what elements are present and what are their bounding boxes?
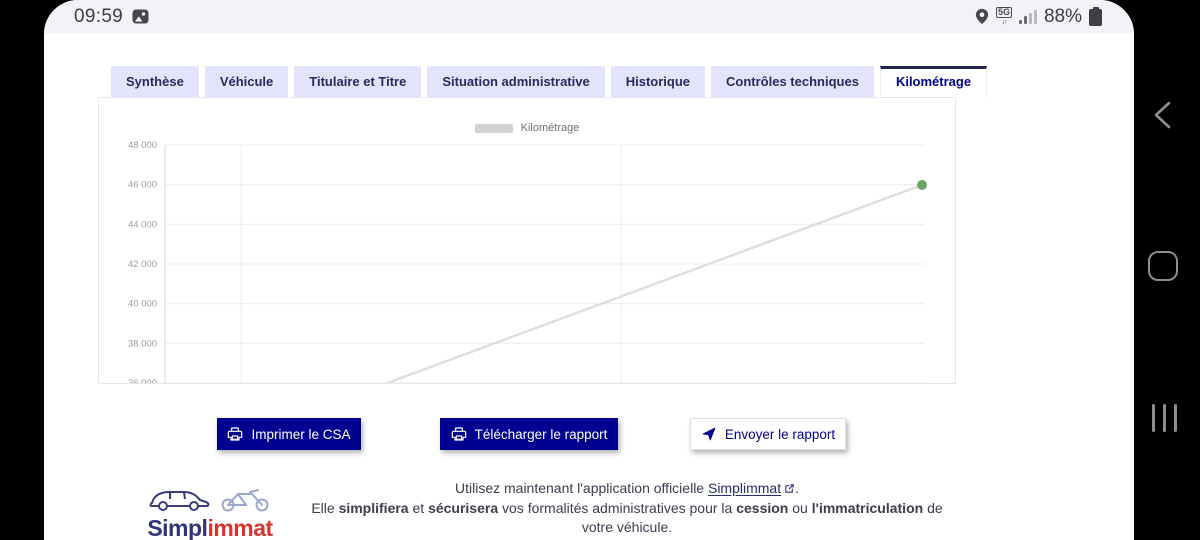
tab-situation-administrative[interactable]: Situation administrative [427, 66, 605, 97]
simplimmat-logo: Simplimmat gouv [139, 482, 281, 540]
tab-vehicule[interactable]: Véhicule [204, 66, 289, 97]
tab-titulaire-et-titre[interactable]: Titulaire et Titre [294, 66, 422, 97]
tab-kilometrage[interactable]: Kilométrage [879, 66, 988, 97]
tab-synthese[interactable]: Synthèse [111, 66, 199, 97]
clock: 09:59 [74, 5, 124, 27]
back-icon[interactable] [1150, 100, 1176, 130]
send-report-label: Envoyer le rapport [724, 426, 836, 442]
kilometrage-chart-card: 48 000 46 000 44 000 42 000 40 000 38 00… [98, 97, 956, 384]
status-bar-right: 5G ↓↑ 88% [975, 6, 1102, 28]
print-csa-button[interactable]: Imprimer le CSA [217, 418, 361, 450]
promo-line2-seg: de [923, 499, 943, 516]
promo-line2-seg: ou [788, 499, 812, 516]
y-tick: 38 000 [128, 338, 157, 349]
send-icon [702, 427, 716, 441]
logo-gouv: gouv [139, 538, 281, 540]
download-report-label: Télécharger le rapport [474, 426, 608, 442]
home-icon[interactable] [1148, 251, 1178, 281]
tab-bar: Synthèse Véhicule Titulaire et Titre Sit… [111, 66, 988, 97]
y-tick: 42 000 [128, 259, 157, 270]
kilometrage-series-line [383, 183, 923, 383]
promo-line2-seg: Elle [311, 499, 339, 516]
logo-wordmark: Simplimmat [147, 515, 273, 540]
promo-line3: votre véhicule. [581, 519, 673, 535]
signal-strength-icon [1018, 9, 1037, 24]
navigation-rail [1134, 0, 1200, 540]
tab-controles-techniques[interactable]: Contrôles techniques [711, 66, 874, 97]
screenshot-icon [132, 9, 149, 24]
recents-icon[interactable] [1152, 404, 1177, 432]
logo-vehicles [149, 489, 269, 512]
car-icon [149, 491, 210, 511]
promo-line2-seg-bold: cession [736, 499, 789, 516]
chart-legend: Kilométrage [99, 122, 955, 134]
y-tick: 36 000 [128, 378, 157, 384]
printer-icon [228, 427, 243, 441]
y-tick: 48 000 [128, 140, 157, 151]
promo-line1-prefix: Utilisez maintenant l'application offici… [454, 480, 708, 496]
promo-line2-seg-bold: sécurisera [428, 499, 499, 516]
printer-icon [451, 427, 466, 441]
download-report-button[interactable]: Télécharger le rapport [440, 418, 618, 450]
battery-icon [1089, 7, 1102, 26]
last-point-marker[interactable] [917, 180, 927, 190]
print-csa-label: Imprimer le CSA [251, 426, 351, 442]
kilometrage-line-chart: 48 000 46 000 44 000 42 000 40 000 38 00… [128, 140, 927, 384]
promo-line2-seg: et [408, 499, 429, 516]
send-report-button[interactable]: Envoyer le rapport [690, 418, 846, 450]
promo-line2-seg: vos formalités administratives pour la [498, 499, 737, 516]
motorcycle-icon [221, 489, 269, 512]
legend-swatch [474, 123, 513, 133]
5g-network-icon: 5G ↓↑ [995, 7, 1012, 26]
promo-line1-suffix: . [795, 480, 799, 496]
y-tick: 46 000 [128, 180, 157, 191]
battery-percent: 88% [1043, 5, 1082, 27]
y-tick: 40 000 [128, 299, 157, 310]
simplimmat-promo-text: Utilisez maintenant l'application offici… [277, 479, 977, 538]
status-bar-left: 09:59 [74, 6, 149, 28]
phone-screen: 09:59 5G ↓↑ [44, 0, 1134, 540]
external-link-icon [785, 484, 794, 493]
legend-label: Kilométrage [520, 122, 580, 134]
tab-historique[interactable]: Historique [610, 66, 706, 97]
simplimmat-link[interactable]: Simplimmat [707, 480, 782, 496]
promo-line2-seg-bold: simplifiera [338, 499, 409, 516]
promo-line2-seg-bold: l'immatriculation [811, 499, 924, 516]
location-icon [975, 8, 989, 25]
y-tick: 44 000 [128, 219, 157, 230]
status-bar: 09:59 5G ↓↑ [44, 0, 1134, 33]
